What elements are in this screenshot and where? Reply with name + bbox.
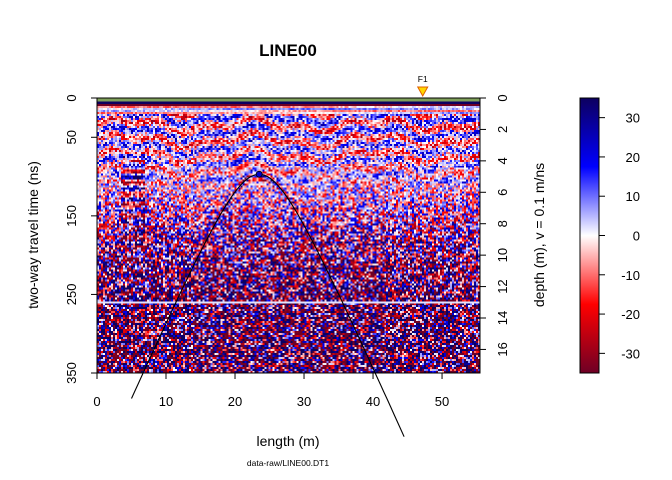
y-tick-label: 0 — [64, 94, 79, 101]
y-tick-label: 250 — [64, 284, 79, 306]
footnote: data-raw/LINE00.DT1 — [247, 458, 329, 468]
y2-tick-label: 10 — [495, 248, 510, 262]
diffraction-hyperbola — [130, 173, 405, 437]
y2-tick-label: 16 — [495, 342, 510, 356]
y-axis-label: two-way travel time (ns) — [25, 161, 41, 309]
colorbar-tick-label: 20 — [626, 150, 640, 165]
top-band — [97, 98, 480, 102]
y2-tick-label: 0 — [495, 94, 510, 101]
colorbar-tick-label: 30 — [626, 111, 640, 126]
chart-title: LINE00 — [259, 41, 317, 60]
x-tick-label: 20 — [228, 394, 242, 409]
x-tick-label: 10 — [159, 394, 173, 409]
colorbar-tick-label: 0 — [633, 229, 640, 244]
y2-tick-label: 6 — [495, 189, 510, 196]
radargram-raster — [97, 98, 480, 373]
x-axis: 0 10 20 30 40 50 — [93, 372, 449, 409]
y2-tick-label: 2 — [495, 126, 510, 133]
colorbar-tick-label: -30 — [621, 346, 640, 361]
colorbar-tick-label: 10 — [626, 189, 640, 204]
y2-tick-label: 14 — [495, 311, 510, 325]
y-tick-label: 50 — [64, 130, 79, 144]
y2-tick-label: 12 — [495, 279, 510, 293]
y2-tick-label: 8 — [495, 220, 510, 227]
y2-axis-label: depth (m), v = 0.1 m/ns — [531, 163, 547, 307]
x-tick-label: 30 — [297, 394, 311, 409]
y-tick-label: 150 — [64, 205, 79, 227]
fiducial-marker: F1 — [416, 74, 429, 98]
colorbar-tick-label: -20 — [621, 307, 640, 322]
x-axis-label: length (m) — [256, 433, 319, 449]
fiducial-label: F1 — [418, 74, 428, 84]
y2-axis: 0 2 4 6 8 10 12 14 16 — [479, 94, 510, 357]
x-tick-label: 40 — [366, 394, 380, 409]
radargram-image — [97, 98, 480, 373]
colorbar-tick-label: -10 — [621, 268, 640, 283]
y2-tick-label: 4 — [495, 157, 510, 164]
fiducial-triangle — [416, 86, 429, 98]
hyperbola-apex-point — [255, 170, 263, 178]
y-axis: 0 50 150 250 350 — [64, 94, 98, 384]
x-tick-label: 50 — [435, 394, 449, 409]
y-tick-label: 350 — [64, 362, 79, 384]
colorbar-axis: 30 20 10 0 -10 -20 -30 — [599, 111, 640, 361]
colorbar — [579, 97, 600, 374]
x-tick-label: 0 — [93, 394, 100, 409]
